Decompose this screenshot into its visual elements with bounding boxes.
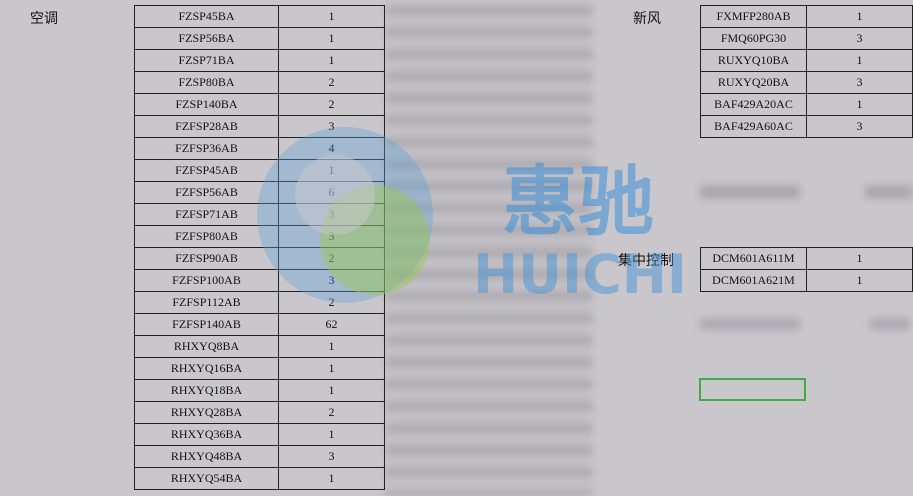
section-label: 集中控制 — [618, 253, 674, 269]
model-cell: FZSP71BA — [134, 49, 279, 72]
quantity-cell: 1 — [278, 423, 385, 446]
quantity-cell: 6 — [278, 181, 385, 204]
quantity-cell: 1 — [278, 379, 385, 402]
model-cell: BAF429A20AC — [700, 93, 807, 116]
quantity-cell: 3 — [806, 27, 913, 50]
quantity-cell: 3 — [278, 225, 385, 248]
model-cell: FZFSP112AB — [134, 291, 279, 314]
model-cell: FZSP56BA — [134, 27, 279, 50]
quantity-cell: 2 — [278, 291, 385, 314]
model-cell: RHXYQ18BA — [134, 379, 279, 402]
model-cell: RUXYQ20BA — [700, 71, 807, 94]
model-cell: DCM601A611M — [700, 247, 807, 270]
quantity-cell: 2 — [278, 71, 385, 94]
model-cell: BAF429A60AC — [700, 115, 807, 138]
selected-cell[interactable] — [699, 378, 806, 401]
quantity-cell: 1 — [278, 27, 385, 50]
blurred-text — [870, 318, 910, 330]
model-cell: FZFSP100AB — [134, 269, 279, 292]
quantity-cell: 3 — [806, 71, 913, 94]
quantity-cell: 1 — [278, 335, 385, 358]
model-cell: RHXYQ8BA — [134, 335, 279, 358]
model-cell: FZFSP45AB — [134, 159, 279, 182]
model-cell: FZFSP71AB — [134, 203, 279, 226]
section-label: 新风 — [633, 11, 661, 27]
quantity-cell: 1 — [278, 49, 385, 72]
model-cell: FZFSP140AB — [134, 313, 279, 336]
quantity-cell: 1 — [806, 5, 913, 28]
model-cell: FZFSP90AB — [134, 247, 279, 270]
quantity-cell: 1 — [278, 5, 385, 28]
quantity-cell: 1 — [806, 49, 913, 72]
quantity-cell: 3 — [278, 203, 385, 226]
blurred-text — [700, 318, 800, 330]
model-cell: RUXYQ10BA — [700, 49, 807, 72]
quantity-cell: 3 — [278, 269, 385, 292]
model-cell: FZFSP28AB — [134, 115, 279, 138]
model-cell: RHXYQ48BA — [134, 445, 279, 468]
quantity-cell: 1 — [806, 269, 913, 292]
blurred-text — [700, 185, 800, 199]
model-cell: RHXYQ54BA — [134, 467, 279, 490]
quantity-cell: 62 — [278, 313, 385, 336]
model-cell: FZSP80BA — [134, 71, 279, 94]
model-cell: FZSP45BA — [134, 5, 279, 28]
model-cell: FMQ60PG30 — [700, 27, 807, 50]
quantity-cell: 2 — [278, 247, 385, 270]
model-cell: RHXYQ16BA — [134, 357, 279, 380]
blurred-column — [385, 0, 593, 496]
model-cell: FZFSP80AB — [134, 225, 279, 248]
model-cell: FZSP140BA — [134, 93, 279, 116]
quantity-cell: 2 — [278, 93, 385, 116]
blurred-text — [865, 185, 913, 199]
model-cell: FZFSP36AB — [134, 137, 279, 160]
model-cell: RHXYQ28BA — [134, 401, 279, 424]
model-cell: DCM601A621M — [700, 269, 807, 292]
quantity-cell: 4 — [278, 137, 385, 160]
quantity-cell: 2 — [278, 401, 385, 424]
quantity-cell: 1 — [278, 159, 385, 182]
quantity-cell: 1 — [806, 93, 913, 116]
quantity-cell: 1 — [806, 247, 913, 270]
model-cell: FZFSP56AB — [134, 181, 279, 204]
model-cell: RHXYQ36BA — [134, 423, 279, 446]
quantity-cell: 1 — [278, 357, 385, 380]
quantity-cell: 3 — [278, 445, 385, 468]
quantity-cell: 1 — [278, 467, 385, 490]
quantity-cell: 3 — [278, 115, 385, 138]
quantity-cell: 3 — [806, 115, 913, 138]
section-label: 空调 — [30, 11, 58, 27]
model-cell: FXMFP280AB — [700, 5, 807, 28]
